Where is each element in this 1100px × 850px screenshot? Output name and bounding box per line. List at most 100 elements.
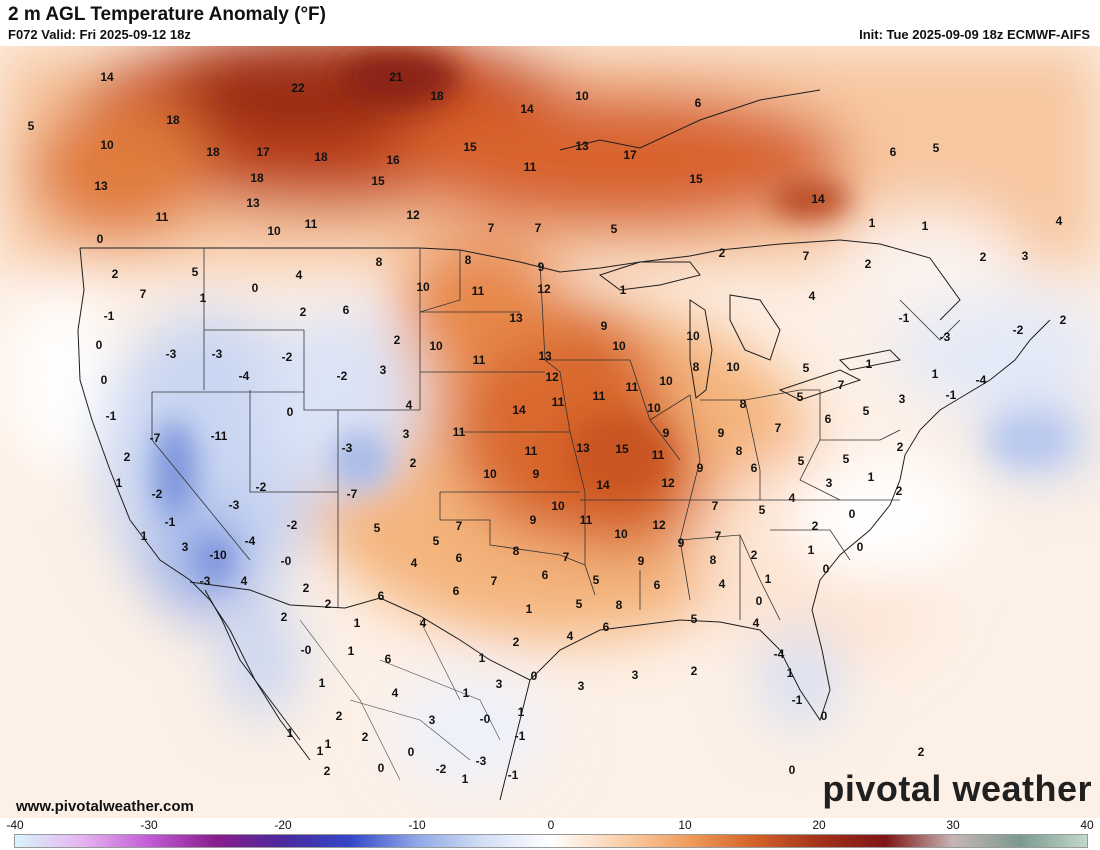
- anomaly-value-label: -2: [287, 518, 298, 532]
- anomaly-value-label: 12: [652, 518, 666, 532]
- anomaly-value-label: 2: [303, 581, 310, 595]
- anomaly-value-label: 1: [348, 644, 355, 658]
- anomaly-value-label: 8: [710, 553, 717, 567]
- anomaly-value-label: 2: [896, 484, 903, 498]
- anomaly-value-label: 4: [241, 574, 248, 588]
- anomaly-value-label: 11: [453, 425, 466, 439]
- anomaly-value-label: 1: [868, 470, 875, 484]
- anomaly-value-label: 0: [531, 669, 538, 683]
- anomaly-value-label: 0: [287, 405, 294, 419]
- anomaly-value-label: 7: [715, 529, 722, 543]
- anomaly-value-label: 10: [483, 467, 497, 481]
- anomaly-value-label: -3: [200, 574, 211, 588]
- anomaly-value-label: 4: [809, 289, 816, 303]
- anomaly-value-label: 3: [182, 540, 189, 554]
- anomaly-map[interactable]: 14 22 21 18 10 6 5 18 14 10 18 17 18 16 15 13 17 6 5 13 18 15…: [0, 46, 1100, 818]
- lake-superior: [598, 261, 701, 291]
- anomaly-value-label: 3: [429, 713, 436, 727]
- mexico-coastline: [499, 679, 531, 801]
- anomaly-value-label: 6: [825, 412, 832, 426]
- anomaly-value-label: 11: [472, 284, 485, 298]
- anomaly-value-label: 2: [362, 730, 369, 744]
- anomaly-value-label: 6: [453, 584, 460, 598]
- anomaly-value-label: 1: [463, 686, 470, 700]
- anomaly-value-label: 13: [94, 179, 108, 193]
- anomaly-value-label: 5: [576, 597, 583, 611]
- pivotal-weather-logo: pivotal weather: [822, 768, 1092, 809]
- anomaly-value-label: 5: [803, 361, 810, 375]
- anomaly-value-label: 12: [537, 282, 551, 296]
- anomaly-value-label: 14: [596, 478, 610, 492]
- anomaly-value-label: 3: [403, 427, 410, 441]
- colorbar-tick: 20: [812, 818, 826, 832]
- anomaly-value-label: 4: [753, 616, 760, 630]
- anomaly-value-label: 7: [803, 249, 810, 263]
- init-time: Init: Tue 2025-09-09 18z ECMWF-AIFS: [859, 27, 1090, 42]
- anomaly-value-label: 11: [525, 444, 538, 458]
- anomaly-value-label: -1: [792, 693, 803, 707]
- anomaly-value-label: -1: [165, 515, 176, 529]
- anomaly-value-label: 15: [371, 174, 385, 188]
- anomaly-value-label: 7: [775, 421, 782, 435]
- map-header: 2 m AGL Temperature Anomaly (°F) F072 Va…: [0, 0, 1100, 46]
- anomaly-value-label: 10: [659, 374, 673, 388]
- anomaly-value-label: 6: [343, 303, 350, 317]
- anomaly-value-label: 2: [513, 635, 520, 649]
- anomaly-value-label: 0: [756, 594, 763, 608]
- anomaly-value-label: 5: [797, 390, 804, 404]
- anomaly-value-label: 5: [933, 141, 940, 155]
- anomaly-value-label: 4: [567, 629, 574, 643]
- anomaly-value-label: 21: [389, 70, 403, 84]
- colorbar-tick: 30: [946, 818, 960, 832]
- anomaly-value-label: 18: [250, 171, 264, 185]
- anomaly-value-label: 1: [866, 357, 873, 371]
- anomaly-value-label: 5: [759, 503, 766, 517]
- us-mexico-border: [189, 581, 531, 681]
- anomaly-value-label: 5: [691, 612, 698, 626]
- anomaly-value-label: 11: [156, 210, 169, 224]
- lake-huron: [729, 294, 781, 361]
- anomaly-value-label: 3: [826, 476, 833, 490]
- anomaly-value-label: -3: [166, 347, 177, 361]
- anomaly-value-label: 5: [433, 534, 440, 548]
- anomaly-value-label: -2: [1013, 323, 1024, 337]
- anomaly-value-label: 6: [603, 620, 610, 634]
- anomaly-value-label: 9: [538, 260, 545, 274]
- anomaly-value-label: 0: [96, 338, 103, 352]
- anomaly-value-label: 8: [376, 255, 383, 269]
- anomaly-value-label: 11: [626, 380, 639, 394]
- anomaly-value-label: -4: [245, 534, 256, 548]
- anomaly-value-label: 5: [28, 119, 35, 133]
- anomaly-value-label: 18: [166, 113, 180, 127]
- anomaly-value-label: 7: [563, 550, 570, 564]
- anomaly-value-label: 2: [691, 664, 698, 678]
- anomaly-value-label: 2: [918, 745, 925, 759]
- anomaly-value-label: 6: [456, 551, 463, 565]
- anomaly-value-label: -1: [946, 388, 957, 402]
- anomaly-value-label: 2: [336, 709, 343, 723]
- anomaly-value-label: 2: [124, 450, 131, 464]
- anomaly-value-label: 13: [575, 139, 589, 153]
- anomaly-value-label: -2: [337, 369, 348, 383]
- anomaly-value-label: -4: [976, 373, 987, 387]
- anomaly-value-label: 4: [1056, 214, 1063, 228]
- lake-ontario: [838, 349, 902, 371]
- state-borders: [151, 248, 961, 621]
- anomaly-value-label: 4: [392, 686, 399, 700]
- anomaly-value-label: 11: [580, 513, 593, 527]
- anomaly-value-label: 1: [932, 367, 939, 381]
- anomaly-value-label: 0: [378, 761, 385, 775]
- anomaly-value-label: 6: [378, 589, 385, 603]
- valid-time: F072 Valid: Fri 2025-09-12 18z: [8, 27, 191, 42]
- anomaly-value-label: -1: [104, 309, 115, 323]
- anomaly-value-label: 0: [408, 745, 415, 759]
- anomaly-value-label: 10: [647, 401, 661, 415]
- site-url[interactable]: www.pivotalweather.com: [16, 798, 194, 815]
- anomaly-value-label: 2: [325, 597, 332, 611]
- anomaly-value-label: 2: [324, 764, 331, 778]
- anomaly-value-label: -3: [476, 754, 487, 768]
- anomaly-value-label: 10: [726, 360, 740, 374]
- anomaly-value-label: 11: [305, 217, 318, 231]
- anomaly-value-label: 2: [394, 333, 401, 347]
